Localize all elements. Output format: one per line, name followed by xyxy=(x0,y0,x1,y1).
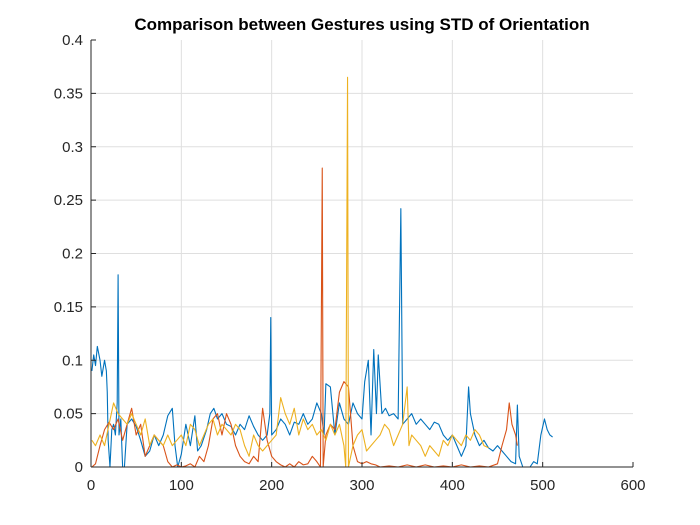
x-tick-label: 400 xyxy=(440,477,465,494)
y-tick-label: 0.3 xyxy=(62,139,83,156)
x-tick-label: 300 xyxy=(349,477,374,494)
x-tick-label: 200 xyxy=(259,477,284,494)
x-axis-ticks: 0 100 200 300 400 500 600 xyxy=(87,462,646,494)
y-axis-ticks: 0 0.05 0.1 0.15 0.2 0.25 0.3 0.35 0.4 xyxy=(54,32,96,476)
grid xyxy=(91,40,633,467)
x-tick-label: 100 xyxy=(169,477,194,494)
series-lines xyxy=(91,76,553,468)
series-line-3 xyxy=(91,76,489,468)
y-tick-label: 0.4 xyxy=(62,32,83,49)
y-tick-label: 0.1 xyxy=(62,352,83,369)
y-tick-label: 0.35 xyxy=(54,85,83,102)
y-tick-label: 0.05 xyxy=(54,406,83,423)
y-tick-label: 0 xyxy=(75,459,83,476)
chart-title: Comparison between Gestures using STD of… xyxy=(134,15,589,34)
x-tick-label: 600 xyxy=(620,477,645,494)
x-tick-label: 500 xyxy=(530,477,555,494)
y-tick-label: 0.25 xyxy=(54,192,83,209)
x-tick-label: 0 xyxy=(87,477,95,494)
series-line-1 xyxy=(91,208,553,468)
y-tick-label: 0.15 xyxy=(54,299,83,316)
y-tick-label: 0.2 xyxy=(62,246,83,263)
